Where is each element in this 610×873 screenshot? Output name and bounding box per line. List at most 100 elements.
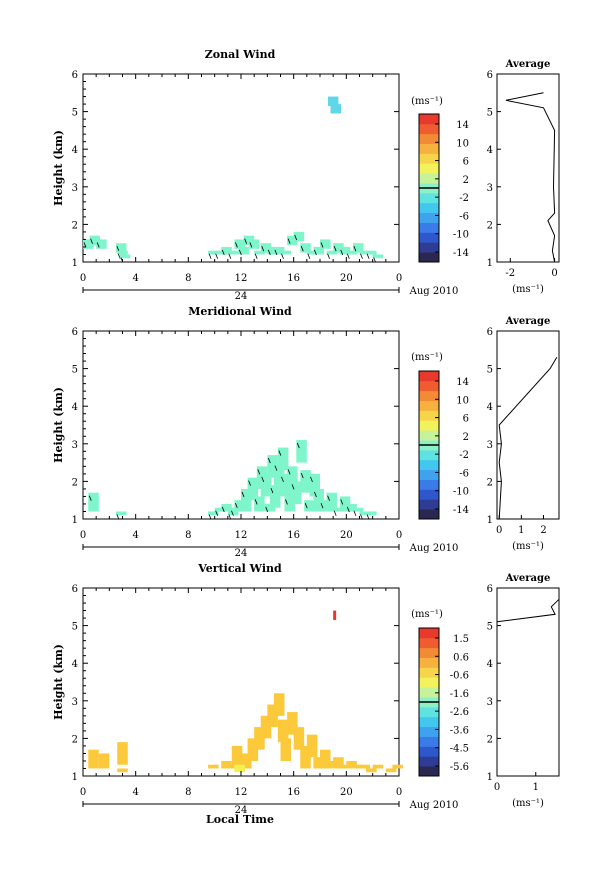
meridional-cell: [296, 440, 307, 463]
zonal-average-profile: [505, 92, 556, 263]
zonal-cell: [83, 239, 94, 249]
vertical-colorbar-segment: [419, 667, 439, 678]
vertical-cell: [339, 764, 351, 769]
meridional-contour-mark: [327, 495, 330, 501]
meridional-colorbar-tick-label: 10: [456, 395, 469, 406]
zonal-colorbar-segment: [419, 163, 439, 174]
meridional-colorbar-segment: [419, 400, 439, 411]
meridional-cell: [359, 511, 371, 516]
meridional-cell: [287, 466, 298, 489]
zonal-cell: [89, 235, 101, 246]
zonal-contour-mark: [287, 238, 291, 244]
meridional-average-ytick-label: 1: [487, 515, 493, 526]
meridional-contour-mark: [88, 495, 92, 501]
meridional-contour-mark: [300, 472, 304, 479]
vertical-colorbar-tick-label: -4.5: [450, 744, 469, 755]
meridional-ylabel: Height (km): [52, 387, 65, 463]
meridional-cell: [260, 473, 272, 497]
meridional-average-ytick-label: 3: [487, 440, 493, 451]
vertical-colorbar: 1.5 0.6 -0.6 -1.6 -2.6 -3.6 -4.5 -5.6: [418, 627, 469, 777]
vertical-panel: Vertical Wind Height (km) (ms⁻¹) 1.5 0.6 -…: [52, 562, 560, 826]
meridional-contour-mark: [291, 484, 295, 490]
meridional-xtick-label: 20: [340, 530, 353, 541]
vertical-average-ytick-label: 3: [487, 697, 493, 708]
zonal-contour-mark: [267, 249, 271, 256]
meridional-cell: [346, 503, 357, 512]
zonal-cell: [96, 239, 107, 249]
zonal-contour-mark: [353, 246, 357, 252]
zonal-colorbar-tick-label: -6: [459, 211, 469, 222]
vertical-xtick-label: 12: [235, 787, 248, 798]
vertical-cell: [221, 760, 232, 769]
meridional-colorbar-tick-label: 14: [456, 377, 469, 388]
vertical-cell: [326, 760, 338, 769]
zonal-contour-mark: [261, 246, 265, 252]
meridional-contour-mark: [215, 510, 219, 516]
zonal-colorbar-segment: [419, 242, 439, 253]
zonal-colorbar-tick-label: -2: [459, 193, 469, 204]
meridional-contour-mark: [320, 503, 324, 509]
vertical-cell: [306, 734, 318, 758]
zonal-contour-mark: [294, 234, 298, 241]
meridional-colorbar: 14 10 6 2 -2 -6 -10 -14: [418, 370, 469, 520]
vertical-hot-cell: [234, 764, 245, 773]
zonal-cell: [238, 246, 249, 255]
zonal-cell: [330, 104, 342, 114]
meridional-contour-mark: [278, 450, 282, 456]
zonal-colorbar-segment: [419, 232, 439, 243]
meridional-colorbar-segment: [419, 489, 439, 500]
zonal-colorbar-segment: [419, 222, 439, 233]
meridional-contour-mark: [304, 503, 308, 509]
vertical-colorbar-tick-label: 1.5: [453, 634, 469, 645]
vertical-cell: [267, 704, 278, 728]
meridional-contour-mark: [274, 465, 278, 471]
meridional-colorbar-segment: [419, 479, 439, 490]
meridional-contour-mark: [257, 469, 261, 475]
meridional-cell: [269, 485, 281, 508]
vertical-average-ytick-label: 5: [487, 622, 493, 633]
meridional-contour-mark: [254, 499, 258, 505]
meridional-contour-mark: [285, 499, 288, 505]
meridional-unit-label: (ms⁻¹): [411, 352, 443, 363]
meridional-colorbar-segment: [419, 410, 439, 421]
zonal-contour-mark: [327, 253, 330, 259]
zonal-colorbar-segment: [419, 123, 439, 135]
vertical-colorbar-segment: [419, 716, 439, 728]
meridional-contour-mark: [248, 480, 251, 486]
zonal-average-ytick-label: 4: [487, 145, 493, 156]
vertical-month-label: Aug 2010: [409, 800, 459, 811]
meridional-colorbar-tick-label: -6: [459, 468, 469, 479]
meridional-contour-mark: [261, 476, 265, 483]
meridional-cell: [273, 462, 285, 486]
vertical-average-ytick-label: 1: [487, 772, 493, 783]
zonal-cell: [293, 231, 305, 242]
zonal-cell: [227, 250, 239, 255]
meridional-xtick-label: 0: [80, 530, 86, 541]
zonal-cell: [214, 250, 226, 255]
vertical-ytick-label: 4: [72, 659, 78, 670]
vertical-cell: [313, 757, 324, 769]
zonal-xtick-label: 4: [132, 273, 138, 284]
zonal-colorbar: 14 10 6 2 -2 -6 -10 -14: [418, 113, 469, 263]
zonal-colorbar-segment: [419, 212, 439, 223]
zonal-average-xlabel: (ms⁻¹): [512, 284, 544, 295]
meridional-contour-mark: [235, 503, 238, 509]
meridional-cell: [300, 470, 311, 493]
meridional-xtick-label: 16: [287, 530, 300, 541]
vertical-colorbar-segment: [419, 687, 439, 698]
meridional-average-xlabel: (ms⁻¹): [512, 541, 544, 552]
meridional-colorbar-segment: [419, 430, 439, 441]
vertical-colorbar-tick-label: -2.6: [450, 707, 469, 718]
vertical-colorbar-tick-label: -1.6: [450, 689, 469, 700]
meridional-cell: [247, 477, 259, 501]
zonal-average-ytick-label: 3: [487, 183, 493, 194]
zonal-xtick-label: 20: [340, 273, 353, 284]
zonal-contour-mark: [340, 249, 344, 256]
meridional-cell: [115, 511, 127, 516]
meridional-colorbar-tick-label: -10: [453, 487, 469, 498]
zonal-ytick-label: 6: [72, 70, 78, 81]
meridional-colorbar-tick-label: -14: [453, 505, 469, 516]
zonal-contour-mark: [221, 249, 225, 256]
zonal-cell: [372, 254, 384, 259]
zonal-cell: [234, 239, 245, 249]
